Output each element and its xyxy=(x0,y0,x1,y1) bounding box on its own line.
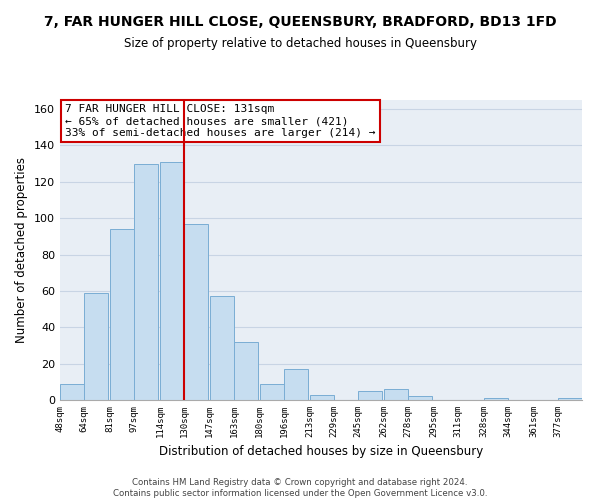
Bar xyxy=(160,162,184,400)
Text: Contains HM Land Registry data © Crown copyright and database right 2024.
Contai: Contains HM Land Registry data © Crown c… xyxy=(113,478,487,498)
Bar xyxy=(284,369,308,400)
Bar xyxy=(358,391,382,400)
X-axis label: Distribution of detached houses by size in Queensbury: Distribution of detached houses by size … xyxy=(159,446,483,458)
Bar xyxy=(110,229,134,400)
Text: 7, FAR HUNGER HILL CLOSE, QUEENSBURY, BRADFORD, BD13 1FD: 7, FAR HUNGER HILL CLOSE, QUEENSBURY, BR… xyxy=(44,15,556,29)
Bar xyxy=(260,384,284,400)
Bar xyxy=(234,342,258,400)
Bar xyxy=(558,398,582,400)
Bar xyxy=(184,224,208,400)
Bar xyxy=(84,292,109,400)
Text: 7 FAR HUNGER HILL CLOSE: 131sqm
← 65% of detached houses are smaller (421)
33% o: 7 FAR HUNGER HILL CLOSE: 131sqm ← 65% of… xyxy=(65,104,376,138)
Bar xyxy=(310,394,334,400)
Bar xyxy=(134,164,158,400)
Bar xyxy=(210,296,234,400)
Text: Size of property relative to detached houses in Queensbury: Size of property relative to detached ho… xyxy=(124,38,476,51)
Y-axis label: Number of detached properties: Number of detached properties xyxy=(16,157,28,343)
Bar xyxy=(484,398,508,400)
Bar xyxy=(408,396,432,400)
Bar xyxy=(60,384,84,400)
Bar xyxy=(384,389,408,400)
